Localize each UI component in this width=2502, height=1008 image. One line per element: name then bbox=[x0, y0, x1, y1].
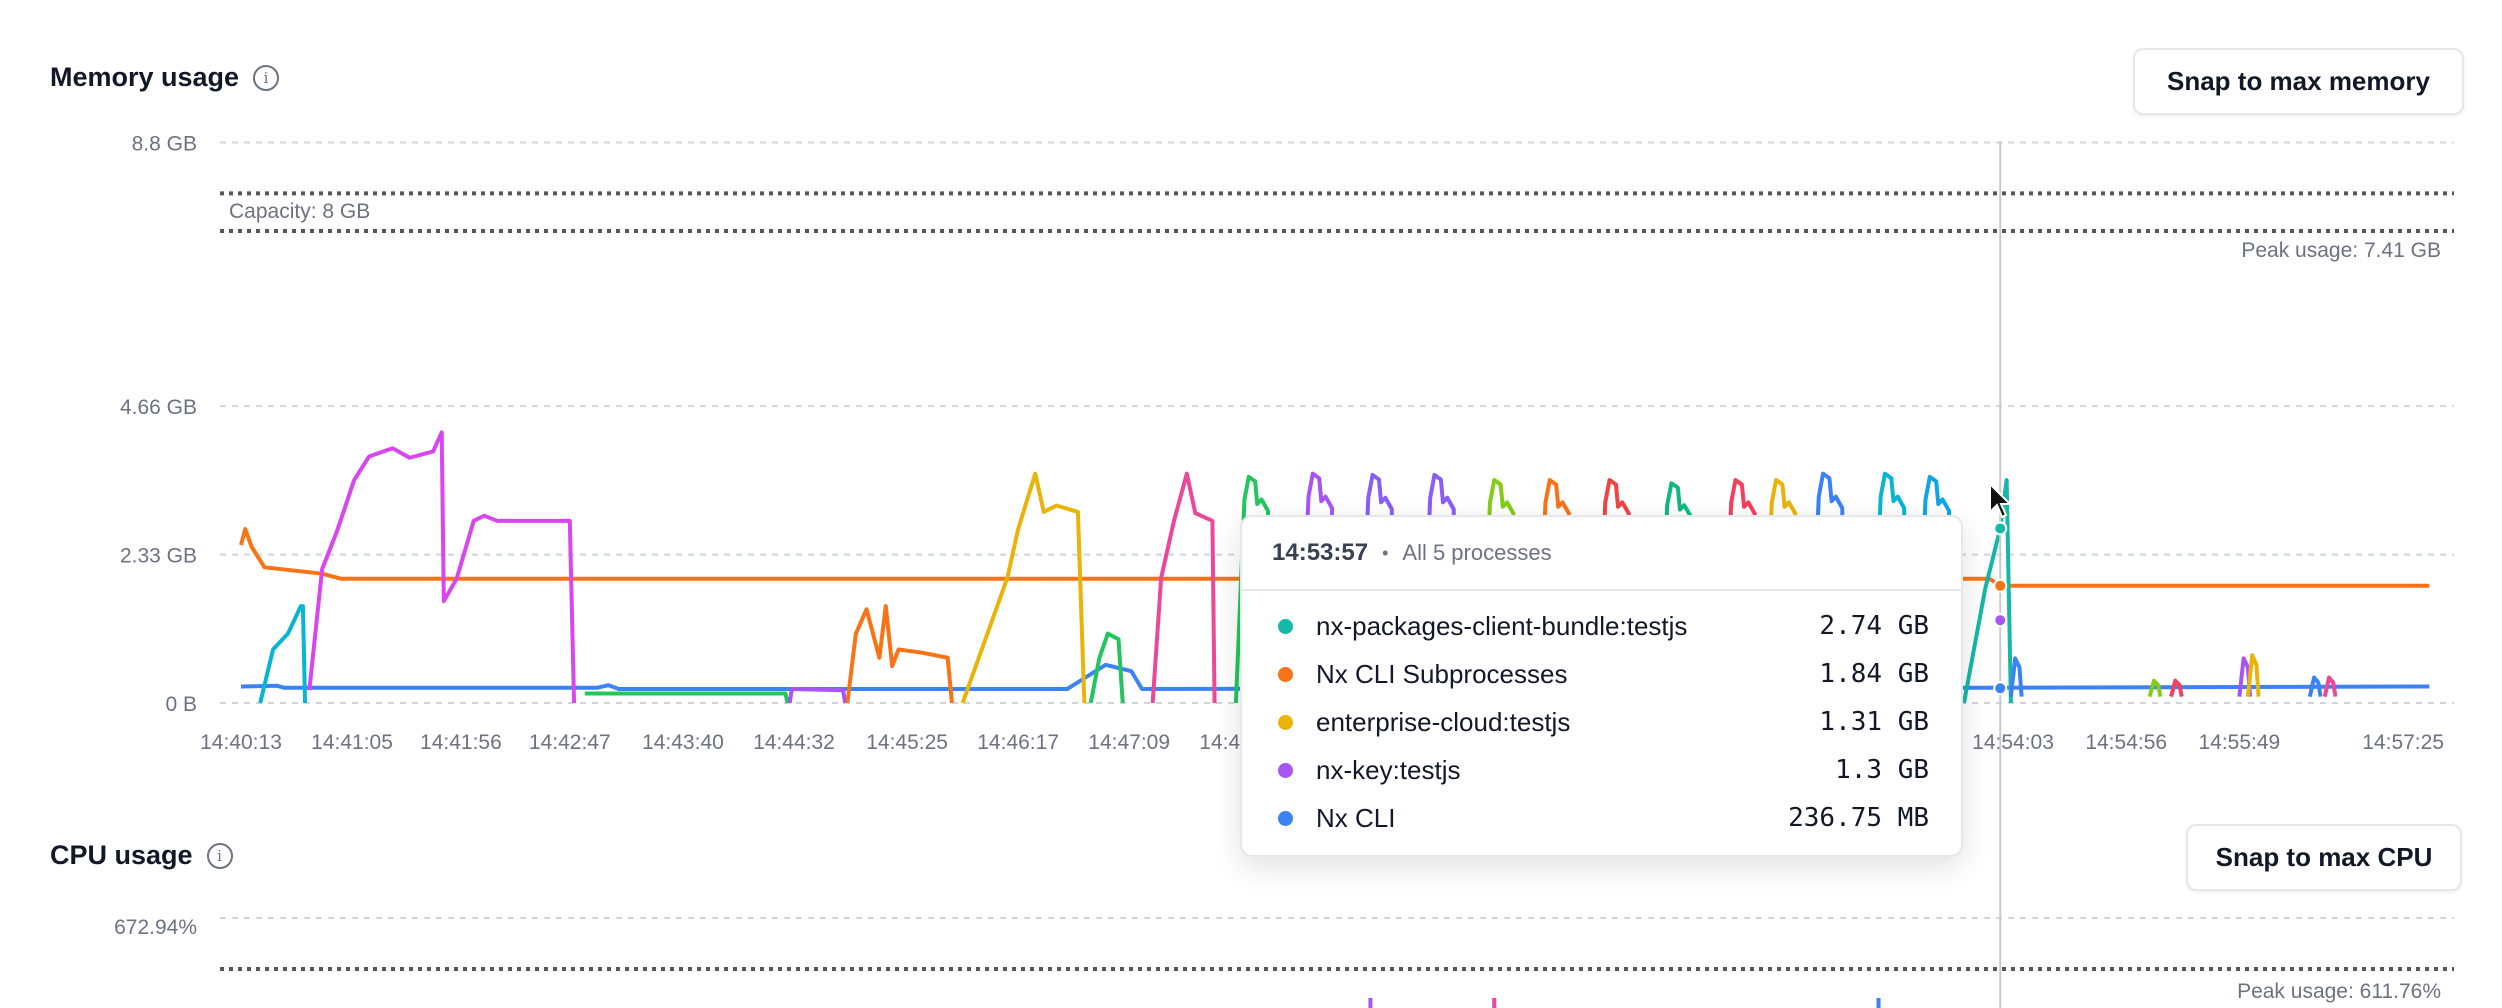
process-name: enterprise-cloud:testjs bbox=[1316, 706, 1571, 737]
process-value: 1.84 GB bbox=[1819, 659, 1929, 689]
legend-dot-icon bbox=[1278, 762, 1293, 778]
legend-dot-icon bbox=[1278, 666, 1293, 682]
memory-spike-line bbox=[1594, 478, 1633, 704]
capacity-label: Capacity: 8 GB bbox=[229, 200, 370, 223]
memory-x-tick: 14:43:40 bbox=[642, 731, 724, 754]
memory-series-line bbox=[307, 430, 577, 704]
memory-spike-line bbox=[2245, 653, 2261, 697]
memory-y-tick: 4.66 GB bbox=[120, 396, 197, 419]
memory-series-line bbox=[787, 686, 848, 704]
memory-spike-line bbox=[1870, 471, 1909, 704]
hover-tooltip: 14:53:57 • All 5 processes nx-packages-c… bbox=[1240, 515, 1963, 857]
memory-series-line bbox=[960, 471, 1087, 704]
tooltip-time: 14:53:57 bbox=[1272, 539, 1369, 566]
tooltip-row: nx-key:testjs 1.3 GB bbox=[1242, 750, 1961, 790]
memory-usage-title: Memory usage i bbox=[50, 62, 280, 93]
tooltip-row: Nx CLI 236.75 MB bbox=[1242, 798, 1961, 838]
tooltip-header: 14:53:57 • All 5 processes bbox=[1242, 517, 1961, 591]
memory-y-tick: 8.8 GB bbox=[132, 132, 197, 155]
tooltip-row: nx-packages-client-bundle:testjs 2.74 GB bbox=[1242, 606, 1961, 646]
process-name: nx-key:testjs bbox=[1316, 754, 1461, 785]
legend-dot-icon bbox=[1278, 618, 1293, 634]
tooltip-row: enterprise-cloud:testjs 1.31 GB bbox=[1242, 702, 1961, 742]
mouse-cursor-icon bbox=[1989, 481, 2013, 519]
cpu-usage-label: CPU usage bbox=[50, 840, 193, 870]
hover-point bbox=[1993, 521, 2008, 536]
process-value: 236.75 MB bbox=[1788, 803, 1929, 833]
separator-dot: • bbox=[1382, 542, 1389, 563]
memory-series-line bbox=[1088, 631, 1125, 704]
process-value: 1.3 GB bbox=[1835, 755, 1929, 785]
memory-x-tick: 14:54:56 bbox=[2085, 731, 2167, 754]
memory-spike-line bbox=[1419, 472, 1458, 704]
memory-spike-line bbox=[2307, 675, 2323, 698]
snap-to-max-memory-button[interactable]: Snap to max memory bbox=[2133, 48, 2464, 115]
memory-y-tick: 0 B bbox=[165, 693, 197, 716]
memory-x-tick: 14:40:13 bbox=[200, 731, 282, 754]
hover-point bbox=[1993, 613, 2008, 628]
memory-spike-line bbox=[2169, 678, 2184, 698]
memory-spike-line bbox=[1233, 474, 1273, 704]
memory-spike-line bbox=[1720, 478, 1759, 704]
tooltip-row: Nx CLI Subprocesses 1.84 GB bbox=[1242, 654, 1961, 694]
memory-series-line bbox=[584, 691, 790, 704]
cpu-y-tick: 672.94% bbox=[114, 916, 197, 939]
memory-x-tick: 14:55:49 bbox=[2198, 731, 2280, 754]
memory-spike-line bbox=[1761, 478, 1800, 704]
info-circle-icon[interactable]: i bbox=[206, 842, 233, 869]
memory-spike-line bbox=[1656, 481, 1695, 704]
memory-spike-line bbox=[1297, 471, 1337, 704]
legend-dot-icon bbox=[1278, 810, 1293, 826]
memory-x-tick: 14:41:56 bbox=[420, 731, 502, 754]
process-value: 1.31 GB bbox=[1819, 707, 1929, 737]
process-name: Nx CLI bbox=[1316, 802, 1396, 833]
memory-x-tick: 14:47:09 bbox=[1088, 731, 1170, 754]
memory-spike-line bbox=[1479, 478, 1518, 704]
memory-series-line bbox=[845, 604, 954, 704]
memory-x-tick: 14:45:25 bbox=[866, 731, 948, 754]
peak-usage-label: Peak usage: 7.41 GB bbox=[2241, 239, 2441, 262]
process-value: 2.74 GB bbox=[1819, 611, 1929, 641]
cpu-peak-label: Peak usage: 611.76% bbox=[2237, 980, 2441, 1003]
hover-point bbox=[1993, 578, 2008, 593]
memory-spike-line bbox=[2322, 675, 2338, 698]
process-name: nx-packages-client-bundle:testjs bbox=[1316, 610, 1688, 641]
memory-spike-line bbox=[1357, 472, 1396, 704]
memory-spike-line bbox=[2147, 678, 2163, 698]
memory-spike-line bbox=[1914, 474, 1954, 704]
memory-x-tick: 14:42:47 bbox=[529, 731, 611, 754]
memory-y-tick: 2.33 GB bbox=[120, 545, 197, 568]
process-name: Nx CLI Subprocesses bbox=[1316, 658, 1568, 689]
legend-dot-icon bbox=[1278, 714, 1293, 730]
memory-series-line bbox=[258, 604, 308, 704]
memory-spike-line bbox=[1808, 471, 1847, 704]
memory-spike-line bbox=[1534, 478, 1574, 704]
memory-series-line bbox=[1150, 471, 1217, 704]
info-circle-icon[interactable]: i bbox=[253, 64, 280, 91]
tooltip-subtitle: All 5 processes bbox=[1402, 540, 1552, 565]
cpu-usage-title: CPU usage i bbox=[50, 840, 233, 871]
snap-to-max-cpu-button[interactable]: Snap to max CPU bbox=[2186, 824, 2462, 891]
memory-usage-label: Memory usage bbox=[50, 62, 240, 92]
memory-x-tick: 14:44:32 bbox=[753, 731, 835, 754]
memory-spike-line bbox=[2008, 656, 2024, 697]
memory-x-tick: 14:57:25 bbox=[2362, 731, 2444, 754]
memory-x-tick: 14:41:05 bbox=[311, 731, 393, 754]
hover-point bbox=[1993, 681, 2008, 696]
memory-x-tick: 14:46:17 bbox=[977, 731, 1059, 754]
memory-x-tick: 14:54:03 bbox=[1972, 731, 2054, 754]
